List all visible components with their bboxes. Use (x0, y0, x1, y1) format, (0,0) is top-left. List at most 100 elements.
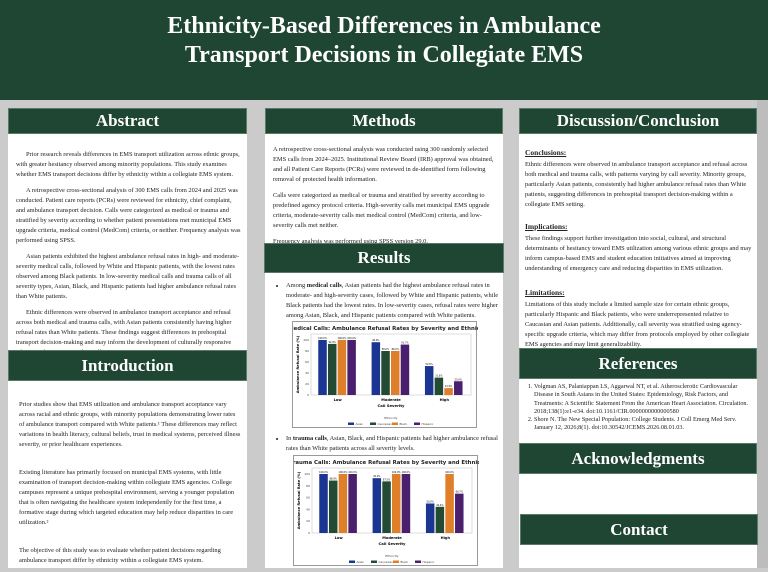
bar-black (392, 474, 401, 533)
data-label: 52.6% (426, 363, 434, 366)
bar-black (337, 340, 347, 395)
data-label: 91.7% (401, 342, 409, 345)
x-axis-label: Call Severity (377, 403, 405, 408)
introduction-paragraph: The objective of this study was to evalu… (19, 547, 221, 564)
data-label: 92.9% (373, 475, 381, 478)
y-axis-label: Ambulance Refusal Rate (%) (296, 335, 300, 393)
bar-caucasian (434, 377, 444, 395)
data-label: 80.0% (382, 348, 390, 351)
bar-asian (424, 366, 434, 395)
x-tick-label: High (440, 398, 450, 402)
bar-hispanic (348, 474, 357, 533)
legend-label: Asian (356, 422, 364, 426)
data-label: 100.0% (402, 471, 412, 474)
conclusions-text: Ethnic differences were observed in ambu… (525, 161, 748, 208)
y-tick-label: 60 (306, 496, 310, 500)
introduction-paragraph: Existing literature has primarily focuse… (19, 469, 235, 526)
bar-hispanic (455, 493, 464, 533)
y-tick-label: 40 (306, 507, 310, 511)
bar-caucasian (381, 351, 390, 395)
data-label: 100.0% (319, 471, 329, 474)
methods-body: A retrospective cross-sectional analysis… (273, 145, 498, 253)
legend-swatch (393, 560, 399, 563)
bar-asian (372, 478, 382, 533)
bar-black (445, 474, 454, 533)
bar-hispanic (401, 474, 411, 533)
chart-title: Trauma Calls: Ambulance Refusal Rates by… (294, 460, 479, 466)
y-tick-label: 20 (306, 519, 310, 523)
results-bullet-trauma: In trauma calls, Asian, Black, and Hispa… (272, 434, 500, 454)
bar-caucasian (435, 506, 445, 533)
limitations-text: Limitations of this study include a limi… (525, 301, 750, 348)
x-tick-label: High (441, 536, 451, 540)
legend-swatch (348, 422, 354, 425)
references-list: Volgman AS, Palaniappan LS, Aggarwal NT,… (520, 383, 752, 433)
bullet-text: Among (286, 282, 307, 289)
bar-hispanic (400, 344, 410, 395)
bar-caucasian (328, 480, 338, 533)
x-tick-label: Moderate (382, 536, 402, 540)
data-label: 100.0% (318, 337, 328, 340)
methods-paragraph: Calls were categorized as medical or tra… (273, 192, 490, 229)
legend-label: Black (400, 422, 408, 426)
bullet-text: , Asian patients had the highest ambulan… (286, 282, 499, 319)
legend-label: Hispanic (423, 560, 435, 564)
legend-swatch (371, 560, 377, 563)
data-label: 12.5% (445, 385, 453, 388)
bar-black (338, 474, 348, 533)
data-label: 100.0% (338, 337, 348, 340)
reference-item: Shore N. The New Special Population: Col… (534, 416, 752, 433)
implications-title: Implications: (525, 222, 568, 231)
data-label: 96.0% (372, 339, 380, 342)
bar-caucasian (327, 343, 337, 395)
legend-title: Ethnicity (384, 416, 397, 420)
bar-black (444, 388, 453, 395)
methods-paragraph: A retrospective cross-sectional analysis… (273, 146, 494, 183)
bar-asian (318, 340, 327, 395)
legend-swatch (414, 422, 420, 425)
bullet-bold: trauma calls (292, 435, 327, 442)
y-axis-label: Ambulance Refusal Rate (%) (297, 471, 301, 529)
data-label: 66.7% (456, 491, 464, 494)
y-tick-label: 20 (305, 382, 309, 386)
x-tick-label: Low (334, 398, 343, 402)
data-label: 88.9% (330, 478, 338, 481)
left-column (8, 108, 247, 568)
introduction-heading: Introduction (8, 350, 247, 381)
legend-label: Caucasian (378, 422, 393, 426)
bullet-text: , Asian, Black, and Hispanic patients ha… (286, 435, 498, 452)
y-tick-label: 60 (305, 360, 309, 364)
data-label: 100.0% (445, 471, 455, 474)
references-heading: References (519, 348, 757, 379)
legend-swatch (370, 422, 376, 425)
medical-chart: Medical Calls: Ambulance Refusal Rates b… (288, 321, 488, 428)
implications-text: These findings support further investiga… (525, 235, 752, 272)
y-tick-label: 100 (304, 472, 310, 476)
data-label: 31.6% (435, 375, 443, 378)
chart-title: Medical Calls: Ambulance Refusal Rates b… (293, 326, 478, 332)
introduction-paragraph: Prior studies show that EMS utilization … (19, 401, 241, 448)
right-column (519, 108, 757, 568)
scrollbar[interactable] (757, 100, 768, 568)
discussion-heading: Discussion/Conclusion (519, 108, 757, 134)
y-tick-label: 40 (305, 371, 309, 375)
legend-title: Ethnicity (385, 554, 398, 558)
y-tick-label: 100 (303, 338, 309, 342)
y-tick-label: 80 (305, 349, 309, 353)
x-axis-label: Call Severity (378, 541, 406, 546)
legend-label: Hispanic (422, 422, 434, 426)
results-heading: Results (264, 243, 504, 273)
contact-heading: Contact (520, 514, 758, 545)
conclusions-title: Conclusions: (525, 148, 567, 157)
bar-hispanic (347, 340, 356, 395)
legend-swatch (392, 422, 398, 425)
data-label: 92.9% (329, 341, 337, 344)
poster-title: Ethnicity-Based Differences in Ambulance… (0, 0, 768, 100)
bullet-text: In (286, 435, 293, 442)
abstract-body: Prior research reveals differences in EM… (16, 150, 242, 364)
data-label: 100.0% (348, 471, 358, 474)
y-tick-label: 0 (307, 393, 309, 397)
introduction-body: Prior studies show that EMS utilization … (19, 400, 241, 572)
legend-label: Black (401, 560, 409, 564)
methods-heading: Methods (265, 108, 503, 134)
